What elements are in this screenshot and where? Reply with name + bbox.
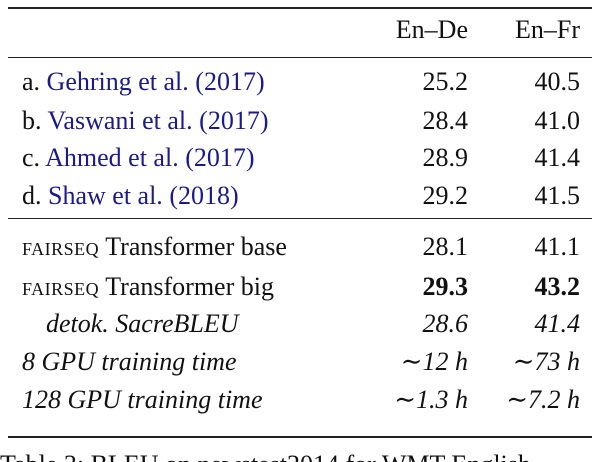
citation-year[interactable]: (2017) [195, 67, 265, 96]
method-label: 8 GPU training time [22, 347, 237, 376]
caption: Table 3: BLEU on newstest2014 for WMT En… [0, 450, 600, 462]
method: FAIRSEQ Transformer big [22, 272, 274, 304]
row-prefix: b. [22, 106, 42, 135]
citation-year[interactable]: (2017) [199, 106, 269, 135]
method-label: Transformer big [105, 272, 274, 301]
score: ∼1.3 h [394, 385, 468, 414]
citation-author[interactable]: Gehring et al. [46, 67, 189, 96]
score: 41.4 [534, 143, 581, 172]
method-label: 128 GPU training time [22, 385, 263, 414]
score: 41.4 [534, 309, 581, 338]
header-rule [8, 57, 592, 58]
row-prefix: d. [22, 181, 42, 210]
method: d. Shaw et al. (2018) [22, 181, 239, 211]
score: ∼7.2 h [506, 385, 580, 414]
method: b. Vaswani et al. (2017) [22, 106, 268, 136]
citation-author[interactable]: Ahmed et al. [45, 143, 179, 172]
score: 28.4 [422, 106, 469, 135]
bottom-rule [8, 436, 592, 438]
row-prefix: a. [22, 67, 41, 96]
top-rule [8, 7, 592, 9]
citation-year[interactable]: (2017) [185, 143, 255, 172]
score: 40.5 [534, 67, 581, 96]
caption-clip: Table 3: BLEU on newstest2014 for WMT En… [0, 450, 600, 462]
method-label: detok. SacreBLEU [46, 309, 239, 338]
citation-author[interactable]: Vaswani et al. [47, 106, 193, 135]
row-prefix: c. [22, 143, 41, 172]
column-header: En–De [395, 15, 468, 44]
score: 41.0 [534, 106, 581, 135]
method: FAIRSEQ Transformer base [22, 232, 287, 264]
score: ∼12 h [400, 347, 468, 376]
score: 28.9 [422, 143, 469, 172]
score: 41.1 [534, 232, 581, 261]
method: c. Ahmed et al. (2017) [22, 143, 255, 173]
score: 41.5 [534, 181, 581, 210]
score: 28.6 [422, 309, 469, 338]
score: 43.2 [534, 272, 581, 301]
method: a. Gehring et al. (2017) [22, 67, 265, 97]
score: 29.2 [422, 181, 469, 210]
section-rule [8, 218, 592, 219]
score: 29.3 [422, 272, 469, 301]
citation-year[interactable]: (2018) [169, 181, 239, 210]
score: 25.2 [422, 67, 469, 96]
citation-author[interactable]: Shaw et al. [48, 181, 163, 210]
column-header: En–Fr [515, 15, 580, 44]
score: 28.1 [422, 232, 469, 261]
method-label: Transformer base [105, 232, 287, 261]
score: ∼73 h [512, 347, 580, 376]
system-name: FAIRSEQ [22, 239, 100, 259]
system-name: FAIRSEQ [22, 279, 100, 299]
